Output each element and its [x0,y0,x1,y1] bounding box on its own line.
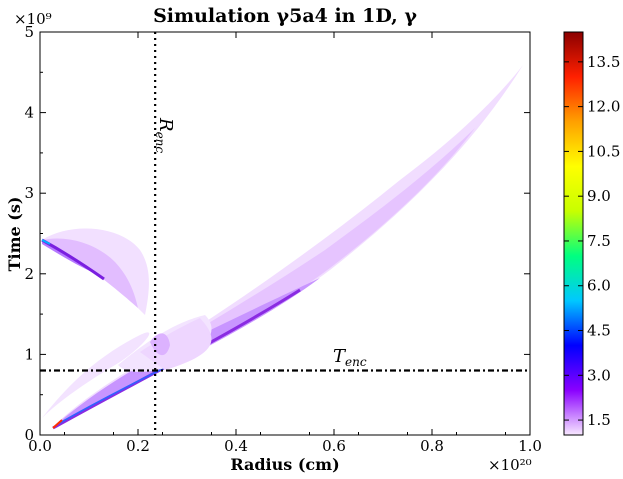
upper-arc-front-blue [41,239,51,245]
colorbar-tick-label: 13.5 [587,53,620,71]
lower-wedge [42,332,150,418]
y-tick-label: 5 [24,23,34,41]
y-tick-label: 2 [24,265,34,283]
x-tick-label: 0.4 [224,437,248,455]
colorbar-tick-label: 3.0 [587,366,611,384]
colorbar-tick-label: 1.5 [587,411,611,429]
upper-arc-mid [42,238,138,308]
shell-outer-envelope [53,65,523,427]
x-tick-label: 0.2 [126,437,150,455]
y-tick-label: 4 [24,104,34,122]
y-axis-label: Time (s) [5,197,24,272]
x-axis-ticks: 0.0 0.2 0.4 0.6 0.8 1.0 [28,32,542,455]
y-axis-ticks: 0 1 2 3 4 5 [24,23,530,444]
colorbar [563,31,584,436]
colorbar-tick-label: 7.5 [587,232,611,250]
y-tick-label: 0 [24,426,34,444]
shell-front-hot [52,419,63,429]
x-axis-label: Radius (cm) [230,455,339,474]
cusp-spike [140,318,212,370]
colorbar-tick-label: 4.5 [587,322,611,340]
colorbar-tick-label: 12.0 [587,98,620,116]
colorbar-tick-label: 10.5 [587,142,620,160]
shell-front-line-blue [57,364,171,425]
x-tick-label: 1.0 [518,437,542,455]
x-tick-label: 0.0 [28,437,52,455]
colorbar-tick-label: 6.0 [587,277,611,295]
x-tick-label: 0.6 [322,437,346,455]
x-tick-label: 0.8 [420,437,444,455]
colorbar-ticks: 1.5 3.0 4.5 6.0 7.5 9.0 10.5 12.0 13.5 [564,53,620,429]
t-enc-annotation: Tenc [333,346,367,369]
r-enc-annotation: Renc [153,117,176,153]
x-multiplier: ×10²⁰ [488,456,532,474]
y-tick-label: 1 [24,345,34,363]
y-tick-label: 3 [24,184,34,202]
y-multiplier: ×10⁹ [14,10,52,28]
colorbar-tick-label: 9.0 [587,187,611,205]
chart-title: Simulation γ5a4 in 1D, γ [153,5,417,27]
